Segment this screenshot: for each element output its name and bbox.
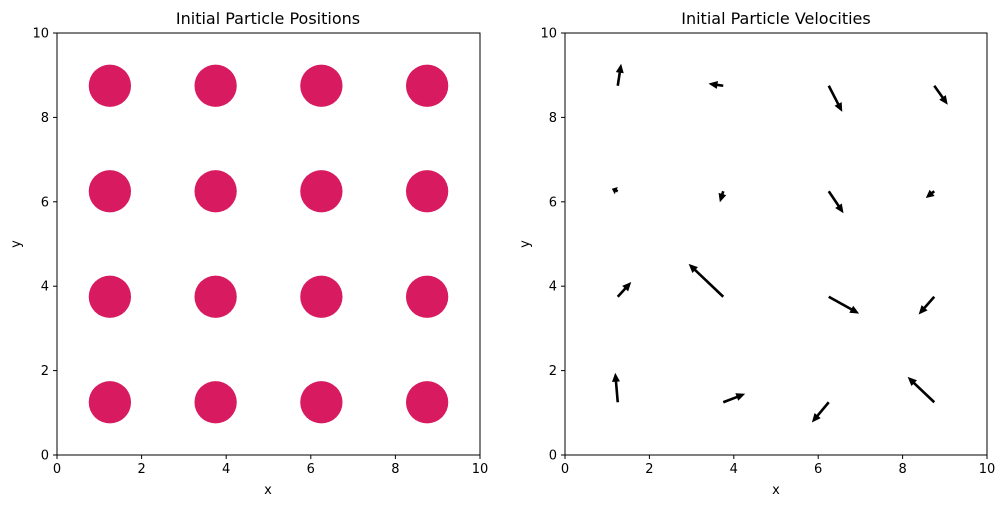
velocity-arrow — [688, 263, 725, 298]
velocity-arrow-shape — [611, 186, 619, 195]
velocity-arrow-shape — [925, 189, 936, 198]
positions-panel: Initial Particle Positions x y 0 2 4 6 8 10 0 2… — [9, 9, 488, 498]
positions-y-axis-label: y — [9, 240, 24, 248]
particle-marker — [194, 170, 237, 213]
positions-y-tick-label: 10 — [32, 27, 49, 42]
velocity-arrow — [718, 190, 727, 203]
positions-y-tick-label: 8 — [41, 111, 49, 126]
velocities-chart-title: Initial Particle Velocities — [681, 9, 870, 28]
velocity-arrow — [612, 372, 620, 403]
positions-x-axis-label: x — [264, 483, 272, 498]
velocity-arrow-shape — [828, 295, 860, 314]
particle-marker — [405, 170, 449, 213]
particle-marker — [300, 64, 343, 107]
positions-x-tick-label: 8 — [391, 462, 399, 477]
velocity-arrow — [933, 85, 948, 105]
velocities-x-tick-label: 6 — [814, 462, 822, 477]
positions-x-tick-label: 6 — [307, 462, 315, 477]
velocity-arrow — [925, 189, 936, 198]
velocity-arrow-shape — [811, 401, 830, 423]
velocities-y-tick-label: 8 — [549, 111, 557, 126]
velocities-arrows — [611, 63, 948, 423]
positions-plot-frame — [56, 32, 481, 456]
positions-chart-title: Initial Particle Positions — [176, 9, 360, 28]
positions-x-tick-label: 4 — [222, 462, 230, 477]
particle-marker — [194, 381, 237, 424]
particle-marker — [88, 170, 132, 213]
positions-markers — [88, 64, 449, 424]
positions-x-tick-label: 2 — [137, 462, 145, 477]
velocity-arrow-shape — [827, 190, 844, 214]
velocity-arrow — [615, 63, 624, 86]
velocity-arrow — [811, 401, 830, 423]
velocity-arrow — [827, 190, 844, 214]
particle-marker — [405, 64, 449, 107]
velocity-arrow-shape — [615, 63, 624, 86]
velocity-arrow-shape — [722, 393, 746, 404]
velocities-y-tick-label: 0 — [549, 449, 557, 464]
velocity-arrow-shape — [688, 263, 725, 298]
particle-marker — [405, 275, 449, 318]
particle-marker — [88, 381, 132, 424]
positions-y-tick-label: 2 — [41, 364, 49, 379]
velocity-arrow — [907, 376, 936, 404]
velocity-arrow — [828, 295, 860, 314]
velocity-arrow — [918, 295, 936, 315]
particle-marker — [300, 170, 343, 213]
velocities-x-tick-label: 8 — [898, 462, 906, 477]
velocities-x-tick-label: 0 — [561, 462, 569, 477]
velocities-y-tick-label: 6 — [549, 195, 557, 210]
particle-marker — [300, 381, 343, 424]
particle-marker — [88, 275, 132, 318]
velocity-arrow-shape — [708, 80, 724, 89]
velocity-arrow — [611, 186, 619, 195]
velocities-x-tick-label: 2 — [645, 462, 653, 477]
positions-y-tick-label: 6 — [41, 195, 49, 210]
velocities-y-tick-label: 4 — [549, 280, 557, 295]
velocity-arrow-shape — [718, 190, 727, 203]
velocities-plot-frame — [564, 32, 988, 456]
positions-y-tick-label: 4 — [41, 280, 49, 295]
particle-marker — [405, 381, 449, 424]
velocities-y-tick-label: 2 — [549, 364, 557, 379]
velocities-panel: Initial Particle Velocities x y 0 2 4 6 8 100… — [518, 9, 995, 498]
velocity-arrow — [708, 80, 724, 89]
velocities-x-axis-label: x — [772, 483, 780, 498]
velocity-arrow-shape — [918, 295, 936, 315]
velocity-arrow — [616, 281, 632, 298]
velocity-arrow-shape — [907, 376, 936, 404]
velocity-arrow-shape — [933, 85, 948, 105]
velocities-y-tick-label: 10 — [540, 27, 557, 42]
velocities-ticks: 0 2 4 6 8 10 0 2 4 6 8 10 — [540, 27, 995, 478]
velocity-arrow — [827, 85, 843, 112]
velocities-x-tick-label: 4 — [730, 462, 738, 477]
velocity-arrow-shape — [616, 281, 632, 298]
velocity-arrow-shape — [827, 85, 843, 112]
particle-marker — [300, 275, 343, 318]
particle-marker — [194, 275, 237, 318]
positions-x-tick-label: 0 — [53, 462, 61, 477]
particle-marker — [88, 64, 132, 107]
positions-ticks: 0 2 4 6 8 10 0 2 4 6 8 10 — [32, 27, 488, 478]
velocity-arrow-shape — [612, 372, 620, 403]
particle-marker — [194, 64, 237, 107]
velocity-arrow — [722, 393, 746, 404]
velocities-x-tick-label: 10 — [979, 462, 996, 477]
velocities-y-axis-label: y — [518, 240, 533, 248]
positions-y-tick-label: 0 — [41, 449, 49, 464]
positions-x-tick-label: 10 — [472, 462, 489, 477]
